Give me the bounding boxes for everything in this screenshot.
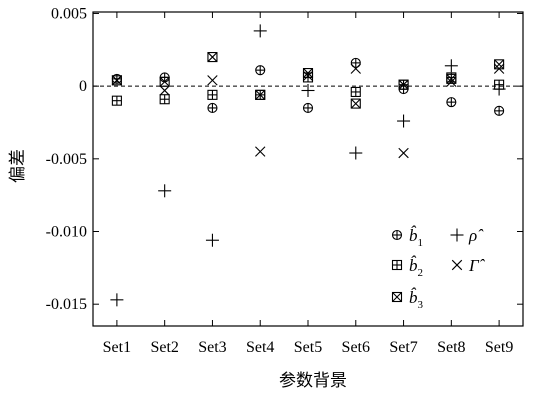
legend-item: b̂1 <box>391 226 423 249</box>
data-point <box>159 94 170 105</box>
data-point <box>159 85 170 96</box>
x-tick-label: Set3 <box>198 339 226 356</box>
legend-item: b̂3 <box>391 288 424 311</box>
legend-label: ρ̂ <box>468 226 484 245</box>
data-point <box>207 89 218 100</box>
axis-ticks: 0.005 0 -0.005 -0.010 -0.015 Set1 Set2 Set3 Set4… <box>46 5 523 356</box>
legend-marker <box>451 259 463 271</box>
data-point <box>301 84 315 97</box>
data-point <box>397 114 411 128</box>
x-tick-label: Set4 <box>246 339 274 356</box>
data-point <box>302 102 314 113</box>
legend: b̂1 b̂2 b̂3 ρ̂ Γ̂ <box>391 226 486 311</box>
x-tick-label: Set1 <box>103 339 131 356</box>
data-point <box>350 63 361 74</box>
x-axis-title: 参数背景 <box>279 371 347 390</box>
data-point <box>302 68 314 79</box>
legend-item: Γ̂ <box>451 256 486 275</box>
data-point <box>349 146 363 160</box>
data-point <box>111 75 123 86</box>
legend-label: b̂2 <box>409 256 423 279</box>
legend-label: Γ̂ <box>468 256 486 275</box>
data-point <box>446 73 457 84</box>
data-point <box>253 24 267 38</box>
data-point <box>207 102 218 113</box>
x-tick-label: Set5 <box>294 339 322 356</box>
y-tick-label: -0.010 <box>46 224 87 241</box>
data-point <box>255 89 266 100</box>
data-point <box>446 97 457 108</box>
data-point <box>444 59 458 73</box>
data-point <box>159 76 170 87</box>
y-tick-label: 0 <box>79 78 87 95</box>
data-points <box>110 24 506 307</box>
y-tick-label: 0.005 <box>51 5 87 22</box>
data-point <box>255 65 266 76</box>
y-axis-title: 偏差 <box>8 149 27 183</box>
data-point <box>110 293 124 307</box>
legend-item: b̂2 <box>391 256 423 279</box>
legend-marker <box>391 259 403 271</box>
data-point <box>446 76 457 87</box>
data-point <box>350 57 361 68</box>
data-point <box>398 147 409 159</box>
data-point <box>158 184 172 198</box>
x-tick-label: Set2 <box>150 339 178 356</box>
legend-marker <box>450 228 464 242</box>
y-tick-label: -0.005 <box>46 151 87 168</box>
plot-frame <box>92 11 524 327</box>
data-point <box>255 146 266 157</box>
legend-marker <box>391 291 403 303</box>
data-point <box>205 233 219 247</box>
data-point <box>111 95 122 106</box>
data-point <box>494 105 505 116</box>
y-tick-label: -0.015 <box>46 296 87 313</box>
data-point <box>398 79 409 90</box>
data-point <box>207 75 218 86</box>
data-point <box>302 70 314 82</box>
legend-label: b̂1 <box>409 226 423 249</box>
data-point <box>494 59 505 70</box>
data-point <box>350 98 361 109</box>
plot-border <box>92 11 524 327</box>
data-point <box>493 63 505 74</box>
x-tick-label: Set7 <box>389 339 417 356</box>
x-tick-label: Set9 <box>485 339 513 356</box>
data-point <box>350 86 361 98</box>
x-tick-label: Set8 <box>437 339 465 356</box>
x-tick-label: Set6 <box>342 339 370 356</box>
legend-label: b̂3 <box>409 288 424 311</box>
data-point <box>492 82 506 96</box>
legend-item: ρ̂ <box>450 226 484 245</box>
data-point <box>207 52 218 63</box>
legend-marker <box>391 229 403 241</box>
